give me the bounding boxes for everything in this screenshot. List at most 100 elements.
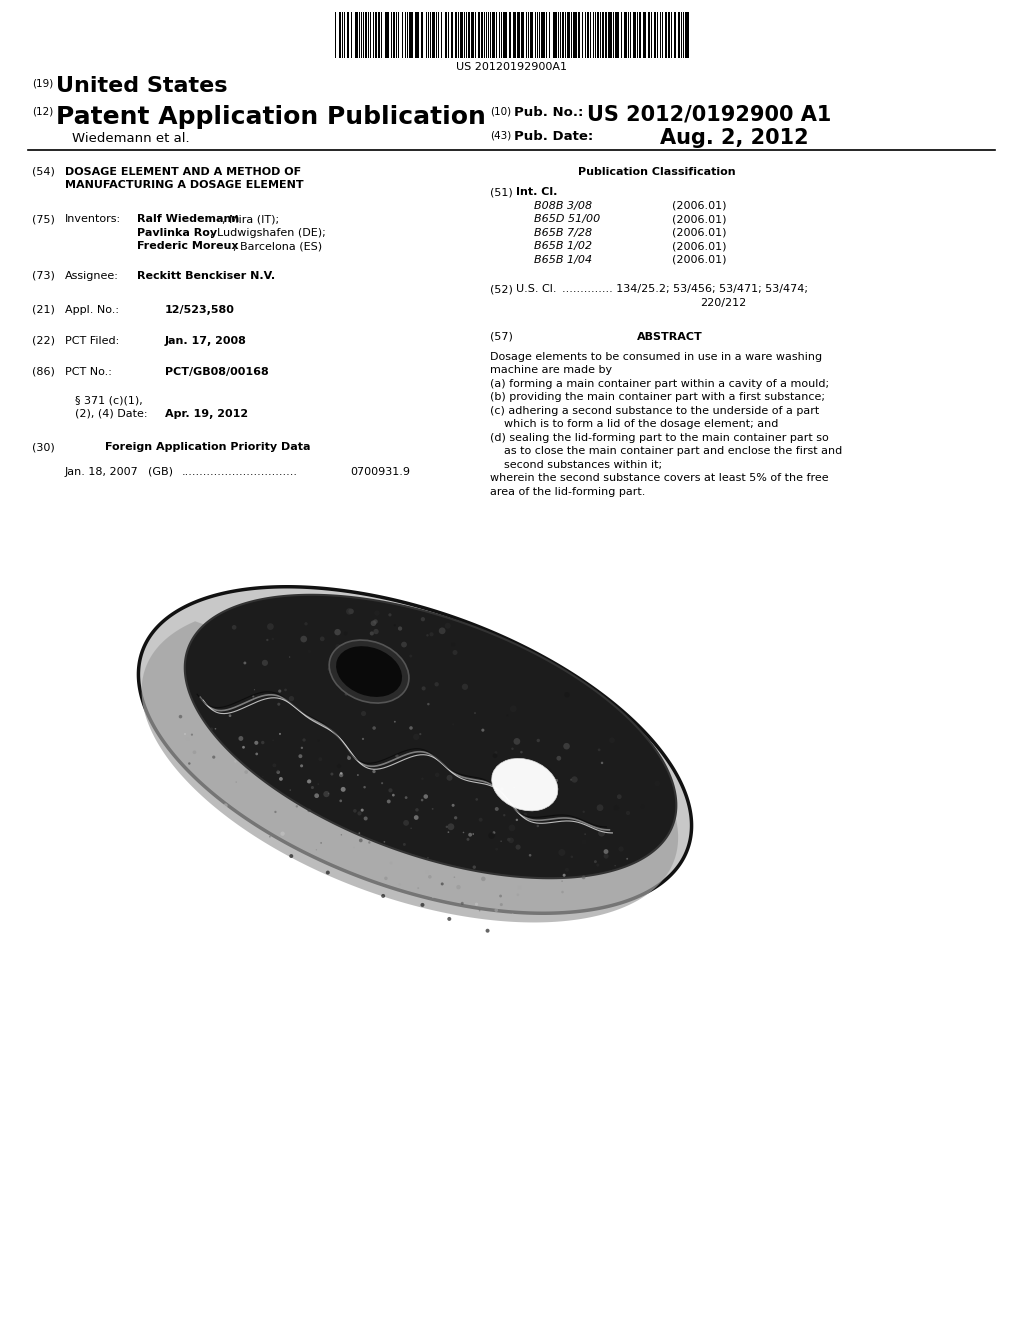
Bar <box>517 12 520 58</box>
Ellipse shape <box>340 772 343 775</box>
Ellipse shape <box>520 751 522 754</box>
Ellipse shape <box>603 849 608 854</box>
Ellipse shape <box>565 867 569 871</box>
Ellipse shape <box>307 809 311 812</box>
Bar <box>513 12 516 58</box>
Text: (12): (12) <box>32 106 53 116</box>
Ellipse shape <box>267 623 273 630</box>
Ellipse shape <box>472 833 474 834</box>
Ellipse shape <box>392 793 394 796</box>
Text: (2006.01): (2006.01) <box>672 201 726 211</box>
Ellipse shape <box>488 832 495 840</box>
Ellipse shape <box>261 741 264 744</box>
Ellipse shape <box>244 661 247 664</box>
Text: Pub. No.:: Pub. No.: <box>514 106 584 119</box>
Ellipse shape <box>596 863 599 867</box>
Text: which is to form a lid of the dosage element; and: which is to form a lid of the dosage ele… <box>490 420 778 429</box>
Bar <box>643 12 646 58</box>
Bar <box>521 12 524 58</box>
Ellipse shape <box>335 628 341 635</box>
Bar <box>481 12 483 58</box>
Text: (54): (54) <box>32 168 55 177</box>
Ellipse shape <box>394 721 396 722</box>
Ellipse shape <box>511 913 514 916</box>
Ellipse shape <box>296 805 298 808</box>
Ellipse shape <box>402 843 406 846</box>
Text: ABSTRACT: ABSTRACT <box>637 331 702 342</box>
Bar <box>503 12 507 58</box>
Ellipse shape <box>479 909 480 911</box>
Ellipse shape <box>381 783 383 784</box>
Ellipse shape <box>561 891 564 894</box>
Ellipse shape <box>481 876 485 882</box>
Text: United States: United States <box>56 77 227 96</box>
Text: (57): (57) <box>490 331 513 342</box>
Ellipse shape <box>492 759 558 810</box>
Text: Dosage elements to be consumed in use in a ware washing: Dosage elements to be consumed in use in… <box>490 352 822 362</box>
Ellipse shape <box>370 631 374 635</box>
Ellipse shape <box>427 857 429 858</box>
Text: (21): (21) <box>32 305 55 314</box>
Ellipse shape <box>467 838 469 841</box>
Bar <box>668 12 670 58</box>
Text: (43): (43) <box>490 129 511 140</box>
Ellipse shape <box>373 726 376 730</box>
Ellipse shape <box>475 903 478 906</box>
Ellipse shape <box>302 738 306 742</box>
Ellipse shape <box>375 610 380 615</box>
Text: (2), (4) Date:: (2), (4) Date: <box>75 409 147 418</box>
Ellipse shape <box>451 643 455 647</box>
Ellipse shape <box>452 804 455 807</box>
Text: US 20120192900A1: US 20120192900A1 <box>457 62 567 73</box>
Text: Pub. Date:: Pub. Date: <box>514 129 593 143</box>
Text: machine are made by: machine are made by <box>490 366 612 375</box>
Ellipse shape <box>453 649 458 655</box>
Ellipse shape <box>272 763 276 767</box>
Ellipse shape <box>564 692 569 697</box>
Ellipse shape <box>344 631 348 635</box>
Bar <box>665 12 667 58</box>
Ellipse shape <box>401 642 407 647</box>
Bar <box>451 12 453 58</box>
Ellipse shape <box>427 702 430 705</box>
Ellipse shape <box>517 886 522 890</box>
Ellipse shape <box>231 624 237 630</box>
Text: DOSAGE ELEMENT AND A METHOD OF: DOSAGE ELEMENT AND A METHOD OF <box>65 168 301 177</box>
Ellipse shape <box>432 896 433 898</box>
Ellipse shape <box>317 739 319 742</box>
Ellipse shape <box>485 929 489 933</box>
Ellipse shape <box>324 791 330 797</box>
Text: U.S. Cl.: U.S. Cl. <box>516 284 556 294</box>
Ellipse shape <box>357 812 361 816</box>
Ellipse shape <box>470 779 477 784</box>
Ellipse shape <box>289 854 293 858</box>
Text: (GB): (GB) <box>148 467 173 477</box>
Text: Publication Classification: Publication Classification <box>578 168 735 177</box>
Bar <box>602 12 604 58</box>
Ellipse shape <box>381 894 385 898</box>
Ellipse shape <box>319 636 325 642</box>
Bar <box>615 12 618 58</box>
Ellipse shape <box>336 647 402 697</box>
Ellipse shape <box>454 816 458 820</box>
Ellipse shape <box>509 825 515 832</box>
Ellipse shape <box>618 846 624 851</box>
Ellipse shape <box>388 788 392 792</box>
Text: Patent Application Publication: Patent Application Publication <box>56 106 485 129</box>
Text: Pavlinka Roy: Pavlinka Roy <box>137 228 217 238</box>
Ellipse shape <box>212 755 215 759</box>
Text: Ralf Wiedemann: Ralf Wiedemann <box>137 214 240 224</box>
Ellipse shape <box>385 686 391 693</box>
Ellipse shape <box>421 903 425 907</box>
Ellipse shape <box>339 800 342 803</box>
Ellipse shape <box>508 838 514 843</box>
Ellipse shape <box>373 770 376 774</box>
Ellipse shape <box>358 838 362 842</box>
Ellipse shape <box>446 775 453 781</box>
Text: wherein the second substance covers at least 5% of the free: wherein the second substance covers at l… <box>490 474 828 483</box>
Ellipse shape <box>495 751 498 754</box>
Ellipse shape <box>461 902 464 904</box>
Ellipse shape <box>516 894 519 896</box>
Text: (2006.01): (2006.01) <box>672 255 726 265</box>
Ellipse shape <box>369 841 371 843</box>
